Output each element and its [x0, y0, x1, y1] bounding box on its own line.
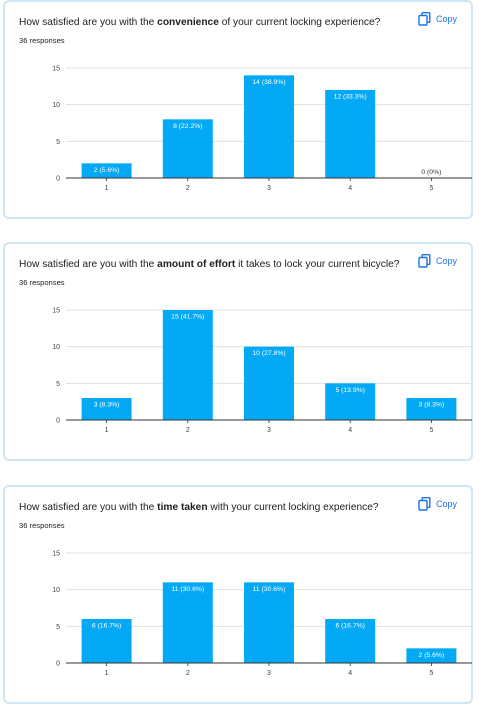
x-tick-label: 3	[267, 185, 271, 192]
data-label: 15 (41.7%)	[171, 314, 204, 321]
y-tick-label: 15	[52, 551, 60, 558]
bar	[163, 310, 213, 420]
x-tick-label: 4	[348, 670, 352, 677]
x-tick-label: 3	[267, 670, 271, 677]
x-tick-label: 5	[429, 427, 433, 434]
x-tick-label: 4	[348, 427, 352, 434]
y-tick-label: 15	[52, 66, 60, 73]
y-tick-label: 0	[56, 176, 60, 183]
data-label: 3 (8.3%)	[94, 402, 120, 409]
x-tick-label: 2	[186, 185, 190, 192]
question-card-time: How satisfied are you with the time take…	[3, 485, 473, 704]
bar	[244, 75, 294, 178]
data-label: 6 (16.7%)	[335, 623, 364, 630]
question-card-convenience: How satisfied are you with the convenien…	[3, 0, 473, 219]
x-tick-label: 5	[429, 670, 433, 677]
bar-chart: 0 5 10 15 3 (8.3%) 1 15 (41.7%) 2 10 (27.8%) 3 5 (…	[5, 244, 475, 463]
x-tick-label: 1	[105, 185, 109, 192]
data-label: 8 (22.2%)	[173, 123, 202, 130]
bar	[325, 90, 375, 178]
bar	[163, 582, 213, 663]
bar	[244, 582, 294, 663]
data-label: 11 (30.6%)	[171, 586, 204, 593]
x-tick-label: 3	[267, 427, 271, 434]
x-tick-label: 4	[348, 185, 352, 192]
x-tick-label: 2	[186, 427, 190, 434]
x-tick-label: 2	[186, 670, 190, 677]
data-label: 10 (27.8%)	[252, 350, 285, 357]
data-label: 12 (33.3%)	[334, 94, 367, 101]
y-tick-label: 10	[52, 102, 60, 109]
data-label: 2 (5.6%)	[94, 167, 120, 174]
y-tick-label: 5	[56, 624, 60, 631]
bar	[244, 347, 294, 420]
y-tick-label: 5	[56, 139, 60, 146]
x-tick-label: 5	[429, 185, 433, 192]
y-tick-label: 15	[52, 308, 60, 315]
question-card-effort: How satisfied are you with the amount of…	[3, 242, 473, 461]
x-tick-label: 1	[105, 427, 109, 434]
data-label: 14 (38.9%)	[252, 79, 285, 86]
y-tick-label: 10	[52, 587, 60, 594]
data-label: 6 (16.7%)	[92, 623, 121, 630]
bar-chart: 0 5 10 15 2 (5.6%) 1 8 (22.2%) 2 14 (38.9%) 3 12 (…	[5, 2, 475, 221]
data-label: 5 (13.9%)	[335, 387, 364, 394]
y-tick-label: 0	[56, 418, 60, 425]
y-tick-label: 5	[56, 381, 60, 388]
data-label: 0 (0%)	[421, 169, 441, 176]
data-label: 11 (30.6%)	[253, 586, 286, 593]
y-tick-label: 0	[56, 661, 60, 668]
x-tick-label: 1	[105, 670, 109, 677]
y-tick-label: 10	[52, 344, 60, 351]
data-label: 3 (8.3%)	[419, 402, 445, 409]
data-label: 2 (5.6%)	[419, 652, 445, 659]
bar-chart: 0 5 10 15 6 (16.7%) 1 11 (30.6%) 2 11 (30.6%) 3 6 …	[5, 487, 475, 706]
